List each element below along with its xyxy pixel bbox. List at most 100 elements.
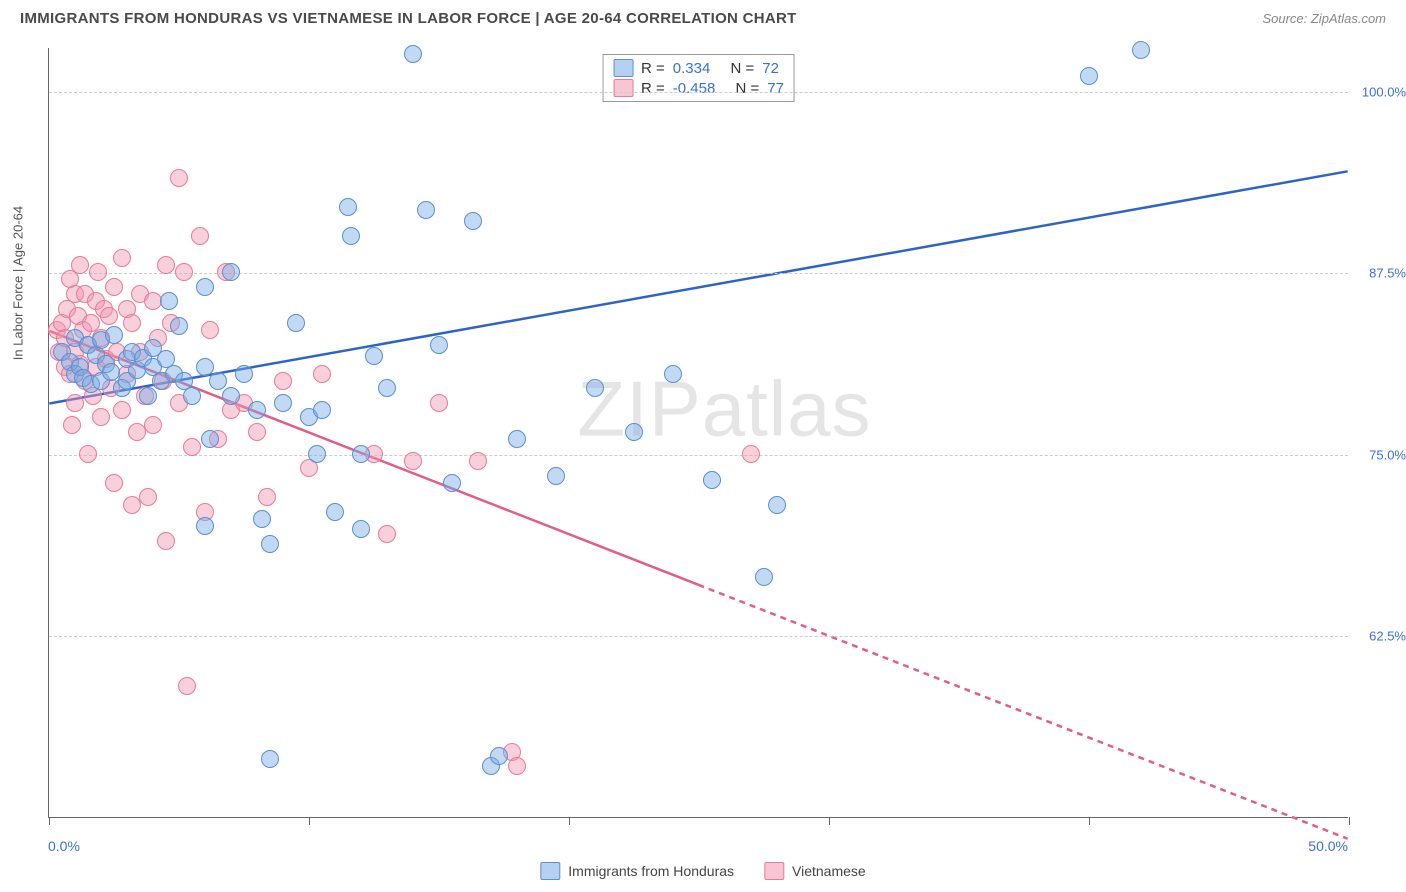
- data-point: [105, 474, 123, 492]
- data-point: [170, 169, 188, 187]
- data-point: [196, 517, 214, 535]
- data-point: [768, 496, 786, 514]
- legend-row-pink: R = -0.458 N = 77: [613, 79, 784, 97]
- r-value: 0.334: [673, 60, 711, 77]
- data-point: [144, 416, 162, 434]
- data-point: [287, 314, 305, 332]
- data-point: [248, 423, 266, 441]
- chart-source: Source: ZipAtlas.com: [1262, 11, 1386, 26]
- data-point: [326, 503, 344, 521]
- trend-lines: [49, 48, 1348, 817]
- data-point: [547, 467, 565, 485]
- data-point: [342, 227, 360, 245]
- data-point: [625, 423, 643, 441]
- data-point: [79, 445, 97, 463]
- y-tick-label: 87.5%: [1369, 266, 1406, 281]
- gridline: [49, 636, 1348, 637]
- legend-series: Immigrants from Honduras Vietnamese: [540, 862, 865, 880]
- data-point: [703, 471, 721, 489]
- data-point: [274, 394, 292, 412]
- data-point: [464, 212, 482, 230]
- x-axis-max-label: 50.0%: [1308, 838, 1348, 854]
- swatch-pink: [764, 862, 784, 880]
- data-point: [196, 278, 214, 296]
- data-point: [113, 249, 131, 267]
- x-axis-min-label: 0.0%: [48, 838, 80, 854]
- legend-label: Vietnamese: [792, 863, 866, 879]
- data-point: [66, 394, 84, 412]
- data-point: [170, 317, 188, 335]
- data-point: [469, 452, 487, 470]
- data-point: [71, 256, 89, 274]
- n-label: N =: [731, 60, 755, 77]
- data-point: [178, 677, 196, 695]
- data-point: [248, 401, 266, 419]
- y-tick-label: 75.0%: [1369, 447, 1406, 462]
- swatch-pink: [613, 79, 633, 97]
- n-value: 77: [767, 80, 784, 97]
- legend-correlation: R = 0.334 N = 72 R = -0.458 N = 77: [602, 54, 795, 102]
- data-point: [443, 474, 461, 492]
- swatch-blue: [540, 862, 560, 880]
- data-point: [160, 292, 178, 310]
- x-tick: [569, 817, 570, 825]
- data-point: [63, 416, 81, 434]
- data-point: [100, 307, 118, 325]
- n-value: 72: [762, 60, 779, 77]
- data-point: [404, 452, 422, 470]
- data-point: [352, 520, 370, 538]
- data-point: [586, 379, 604, 397]
- data-point: [417, 201, 435, 219]
- data-point: [313, 401, 331, 419]
- data-point: [274, 372, 292, 390]
- data-point: [308, 445, 326, 463]
- data-point: [755, 568, 773, 586]
- data-point: [235, 365, 253, 383]
- chart-title: IMMIGRANTS FROM HONDURAS VS VIETNAMESE I…: [20, 10, 797, 27]
- data-point: [201, 321, 219, 339]
- x-tick: [1349, 817, 1350, 825]
- data-point: [123, 314, 141, 332]
- data-point: [313, 365, 331, 383]
- data-point: [157, 256, 175, 274]
- swatch-blue: [613, 59, 633, 77]
- data-point: [175, 263, 193, 281]
- data-point: [139, 387, 157, 405]
- data-point: [253, 510, 271, 528]
- data-point: [664, 365, 682, 383]
- data-point: [105, 326, 123, 344]
- legend-item-vietnamese: Vietnamese: [764, 862, 866, 880]
- data-point: [139, 488, 157, 506]
- data-point: [404, 45, 422, 63]
- data-point: [222, 263, 240, 281]
- x-tick: [829, 817, 830, 825]
- data-point: [508, 430, 526, 448]
- r-label: R =: [641, 60, 665, 77]
- data-point: [1080, 67, 1098, 85]
- data-point: [157, 532, 175, 550]
- data-point: [183, 387, 201, 405]
- x-tick: [49, 817, 50, 825]
- y-tick-label: 100.0%: [1362, 84, 1406, 99]
- gridline: [49, 455, 1348, 456]
- gridline: [49, 92, 1348, 93]
- data-point: [1132, 41, 1150, 59]
- x-tick: [1089, 817, 1090, 825]
- data-point: [113, 401, 131, 419]
- data-point: [352, 445, 370, 463]
- data-point: [378, 379, 396, 397]
- chart-plot-area: R = 0.334 N = 72 R = -0.458 N = 77 ZIPat…: [48, 48, 1348, 818]
- data-point: [378, 525, 396, 543]
- legend-label: Immigrants from Honduras: [568, 863, 734, 879]
- chart-header: IMMIGRANTS FROM HONDURAS VS VIETNAMESE I…: [0, 0, 1406, 35]
- data-point: [105, 278, 123, 296]
- legend-row-blue: R = 0.334 N = 72: [613, 59, 784, 77]
- n-label: N =: [736, 80, 760, 97]
- data-point: [742, 445, 760, 463]
- data-point: [201, 430, 219, 448]
- r-value: -0.458: [673, 80, 716, 97]
- data-point: [209, 372, 227, 390]
- y-axis-title: In Labor Force | Age 20-64: [11, 206, 26, 360]
- x-tick: [309, 817, 310, 825]
- data-point: [365, 347, 383, 365]
